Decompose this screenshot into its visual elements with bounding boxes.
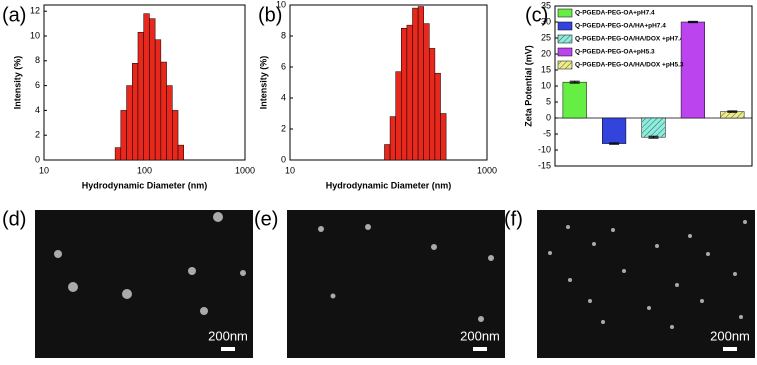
legend-hatch [558,61,572,69]
histogram-bar [417,6,424,161]
y-tick-label: 10 [30,30,40,40]
legend-label: Q-PGEDA-PEG-OA+pH5.3 [575,49,655,56]
particles [54,212,747,329]
scale-bar [221,347,235,351]
x-tick-label: 100 [137,165,152,175]
y-tick-label: 30 [541,16,551,26]
histogram-bar [406,24,413,161]
y-tick-label: 5 [546,96,551,106]
legend-label: Q-PGEDA-PEG-OA/HA/DOX +pH7.4 [575,36,684,43]
sem-image [287,210,505,358]
histogram-bar [177,144,185,161]
y-tick-label: 2 [35,130,40,140]
legend-swatch [557,21,573,31]
bar [562,81,587,119]
histogram-bar [389,116,396,161]
scale-bar [723,347,737,351]
error-bar [609,142,620,145]
histogram-bar [149,18,156,161]
y-tick-label: -10 [538,144,551,154]
histogram-bar [160,61,167,161]
histogram-bar [395,71,402,161]
error-bar [687,20,698,24]
panel-label: (d) [2,208,26,230]
histogram-bar [166,85,173,161]
histogram-bar [401,28,408,161]
histogram-bar [412,7,419,161]
sem-images [35,210,755,358]
panel-label: (c) [525,4,548,26]
y-tick-label: -5 [543,128,551,138]
plot-frame [289,4,488,161]
histogram-bar [172,110,179,161]
y-tick-label: 35 [541,0,551,10]
y-tick-label: 15 [541,64,551,74]
y-tick-label: -15 [538,160,551,170]
y-tick-label: 0 [35,154,40,164]
histogram-bar [434,72,441,161]
y-tick-label: 4 [35,105,40,115]
y-axis-label: Intensity (%) [258,56,268,110]
error-bar [569,80,580,84]
panel-label: (a) [2,4,26,26]
histogram-bar [154,39,162,161]
y-tick-label: 12 [30,6,40,16]
legend-swatch [557,8,573,18]
histogram-bar [384,144,391,161]
y-tick-label: 20 [541,48,551,58]
bar [602,117,627,144]
y-tick-label: 10 [541,80,551,90]
bar-hatch [641,118,666,138]
panel-label: (f) [504,208,523,230]
y-tick-label: 0 [281,154,286,164]
x-tick-label: 10 [285,165,295,175]
histogram-bar [132,63,139,161]
scale-bar-label: 200nm [208,328,248,343]
panel-label: (b) [258,4,282,26]
y-tick-label: 6 [281,61,286,71]
error-bar [727,110,738,113]
legend-swatch [557,47,573,57]
y-tick-label: 0 [546,112,551,122]
scale-bar-label: 200nm [710,328,750,343]
y-tick-label: 25 [541,32,551,42]
y-tick-label: 8 [35,55,40,65]
histogram-bar [137,32,144,161]
scale-bar [473,347,487,351]
y-axis-label: Intensity (%) [12,56,22,110]
x-axis-label: Hydrodynamic Diameter (nm) [326,180,452,190]
histogram-bar [423,23,430,161]
x-tick-label: 1000 [477,165,497,175]
y-tick-label: 6 [35,80,40,90]
y-tick-label: 2 [281,123,286,133]
y-tick-label: 10 [276,0,286,9]
x-tick-label: 1000 [235,165,255,175]
bar [680,21,705,119]
histogram-bar [429,48,436,161]
scale-bar-label: 200nm [460,328,500,343]
sem-image [537,210,755,358]
histogram-bar [120,110,127,161]
panel-label: (e) [254,208,278,230]
y-tick-label: 4 [281,92,286,102]
legend-label: Q-PGEDA-PEG-OA/HA+pH7.4 [575,23,666,30]
histogram-bar [440,113,447,161]
error-bar [648,135,659,139]
y-axis-label: Zeta Potential (mV) [523,45,533,127]
legend-label: Q-PGEDA-PEG-OA/HA/DOX +pH5.3 [575,62,684,69]
bar-hatch [720,111,745,118]
legend-hatch [558,35,572,43]
histogram-bar [126,85,133,161]
histogram-bar [143,13,150,161]
x-axis-label: Hydrodynamic Diameter (nm) [82,180,208,190]
histogram-bar [114,147,122,161]
y-tick-label: 8 [281,30,286,40]
legend-label: Q-PGEDA-PEG-OA+pH7.4 [575,10,655,17]
x-tick-label: 10 [39,165,49,175]
